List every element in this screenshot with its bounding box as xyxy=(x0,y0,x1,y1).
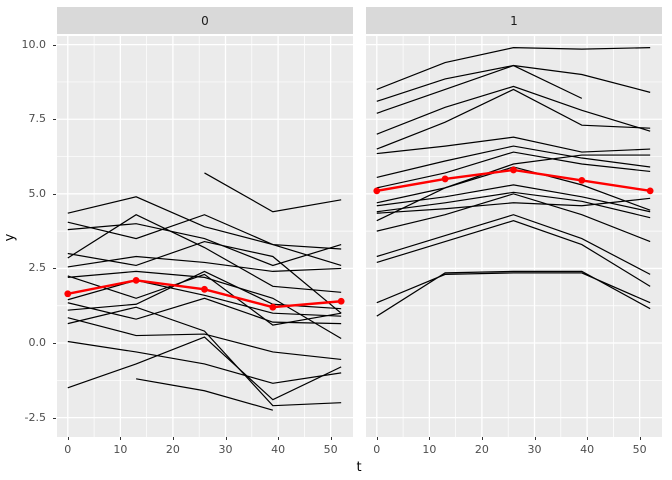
facet-0-panel xyxy=(57,36,353,437)
mean-point xyxy=(269,303,277,311)
subject-line xyxy=(67,196,342,250)
y-tick-label: 0.0 xyxy=(28,336,47,350)
x-tick-label: 10 xyxy=(113,443,128,456)
x-tick-mark xyxy=(278,437,280,440)
subject-line xyxy=(376,184,651,213)
mean-point xyxy=(201,285,208,293)
x-tick-mark xyxy=(481,437,483,440)
mean-point xyxy=(132,276,140,284)
facet-strip-1-label: 1 xyxy=(510,13,518,28)
y-tick-mark xyxy=(53,417,56,419)
subject-line xyxy=(204,172,342,213)
x-tick-mark xyxy=(639,437,641,440)
subject-line xyxy=(67,270,342,340)
x-tick-label: 30 xyxy=(527,443,542,456)
subject-line xyxy=(376,88,651,150)
mean-point xyxy=(646,187,654,195)
x-tick-mark xyxy=(534,437,536,440)
facet-1-panel xyxy=(366,36,662,437)
x-tick-label: 30 xyxy=(218,443,233,456)
y-tick-label: -2.5 xyxy=(24,410,46,424)
subject-line xyxy=(67,306,342,407)
subject-line xyxy=(67,273,342,326)
subject-line xyxy=(376,272,651,304)
y-tick-mark xyxy=(53,119,56,121)
facet-strip-0: 0 xyxy=(57,7,353,34)
x-tick-label: 0 xyxy=(64,443,72,456)
x-tick-label: 50 xyxy=(323,443,338,456)
mean-point xyxy=(64,290,72,298)
x-tick-label: 40 xyxy=(580,443,595,456)
y-tick-mark xyxy=(53,268,56,270)
mean-line xyxy=(67,279,342,309)
subject-line xyxy=(67,240,342,314)
subject-line xyxy=(67,297,342,325)
subject-line xyxy=(376,220,651,287)
subject-line xyxy=(376,154,651,222)
subject-line xyxy=(67,214,342,293)
x-tick-mark xyxy=(67,437,69,440)
x-tick-label: 0 xyxy=(373,443,381,456)
x-tick-label: 20 xyxy=(474,443,489,456)
x-tick-mark xyxy=(587,437,589,440)
subject-line xyxy=(67,223,342,267)
subject-line xyxy=(376,166,651,211)
subject-line xyxy=(67,255,342,273)
y-tick-label: 7.5 xyxy=(28,112,47,126)
x-tick-mark xyxy=(376,437,378,440)
y-axis-title: y xyxy=(2,233,18,242)
mean-point xyxy=(337,297,345,305)
facet-strip-1: 1 xyxy=(366,7,662,34)
x-tick-label: 20 xyxy=(165,443,180,456)
subject-line xyxy=(376,85,651,135)
subject-line xyxy=(376,191,651,219)
subject-line xyxy=(376,64,651,102)
subject-line xyxy=(376,145,651,179)
mean-point xyxy=(578,177,586,184)
subject-line xyxy=(136,378,273,411)
x-tick-label: 10 xyxy=(422,443,437,456)
y-tick-label: 2.5 xyxy=(28,261,47,275)
subject-line xyxy=(376,151,651,189)
mean-point xyxy=(373,187,381,195)
subject-line xyxy=(67,340,342,384)
subject-line xyxy=(67,317,342,361)
subject-line xyxy=(376,47,651,90)
x-axis-title: t xyxy=(356,460,362,475)
subject-line xyxy=(67,336,342,401)
subject-line xyxy=(376,270,651,317)
subject-line xyxy=(376,136,651,155)
subject-line xyxy=(376,214,651,275)
y-tick-mark xyxy=(53,343,56,345)
x-tick-mark xyxy=(225,437,227,440)
y-tick-mark xyxy=(53,44,56,46)
subject-line xyxy=(376,197,651,214)
mean-point xyxy=(441,175,449,183)
x-tick-label: 40 xyxy=(271,443,286,456)
y-tick-label: 5.0 xyxy=(28,186,47,200)
x-tick-mark xyxy=(330,437,332,440)
subject-line xyxy=(67,279,342,317)
y-tick-mark xyxy=(53,193,56,195)
y-tick-label: 10.0 xyxy=(21,37,47,51)
facet-strip-0-label: 0 xyxy=(201,13,209,28)
subject-line xyxy=(376,64,583,114)
x-tick-label: 50 xyxy=(632,443,647,456)
subject-line xyxy=(376,193,651,243)
x-tick-mark xyxy=(120,437,122,440)
x-tick-mark xyxy=(429,437,431,440)
subject-line xyxy=(67,214,342,267)
mean-point xyxy=(510,166,517,174)
x-tick-mark xyxy=(172,437,174,440)
